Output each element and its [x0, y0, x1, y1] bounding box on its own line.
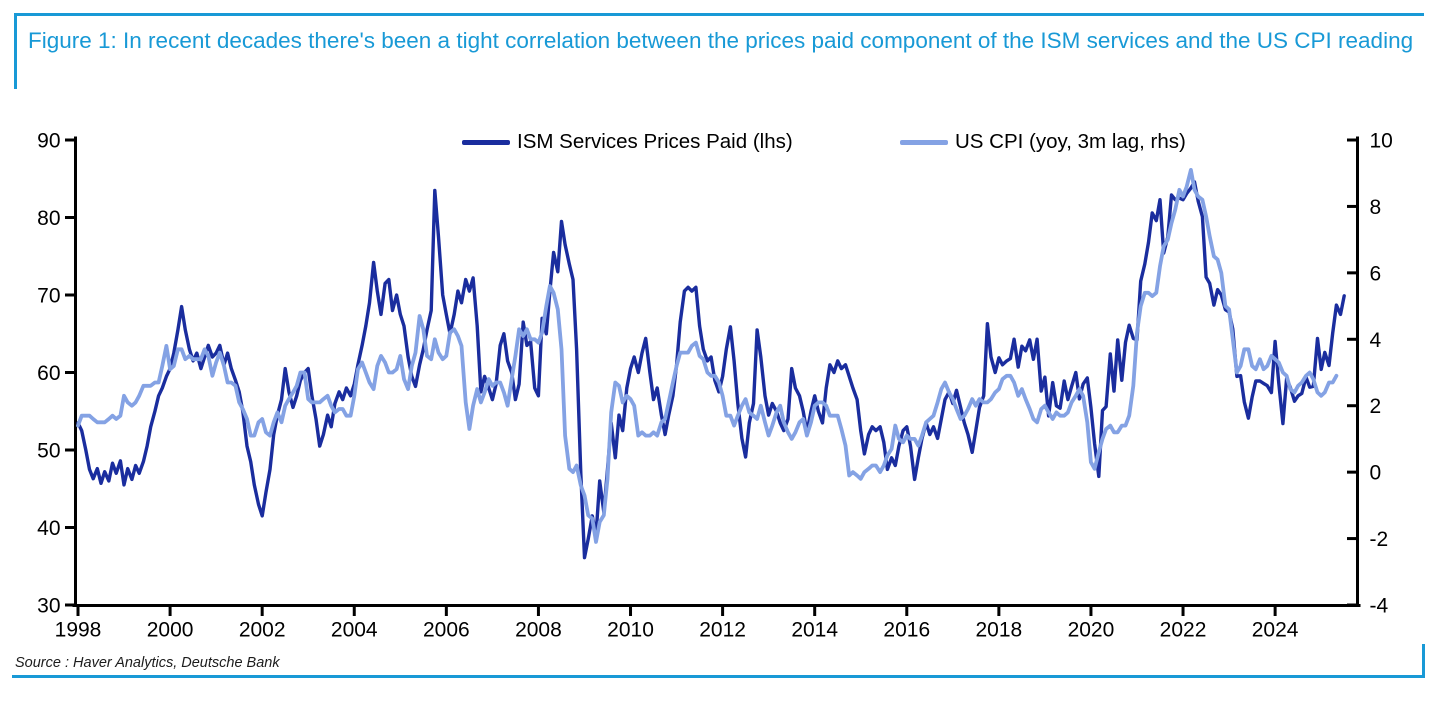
- source-note: Source : Haver Analytics, Deutsche Bank: [15, 655, 280, 671]
- bottom-right-bracket: [1422, 644, 1425, 678]
- svg-text:2024: 2024: [1252, 619, 1299, 642]
- svg-text:2002: 2002: [239, 619, 286, 642]
- svg-text:6: 6: [1370, 262, 1382, 285]
- svg-text:2008: 2008: [515, 619, 562, 642]
- svg-text:-2: -2: [1370, 528, 1389, 551]
- svg-text:2010: 2010: [607, 619, 654, 642]
- svg-text:1998: 1998: [55, 619, 102, 642]
- svg-text:2018: 2018: [976, 619, 1023, 642]
- left-rule: [14, 13, 17, 89]
- top-rule: [14, 13, 1424, 16]
- svg-text:2016: 2016: [883, 619, 930, 642]
- svg-text:90: 90: [37, 130, 60, 153]
- svg-text:2020: 2020: [1068, 619, 1115, 642]
- svg-text:30: 30: [37, 595, 60, 618]
- svg-text:60: 60: [37, 362, 60, 385]
- svg-text:4: 4: [1370, 329, 1382, 352]
- svg-text:2000: 2000: [147, 619, 194, 642]
- svg-text:8: 8: [1370, 196, 1382, 219]
- figure-title: Figure 1: In recent decades there's been…: [28, 28, 1414, 53]
- svg-text:2006: 2006: [423, 619, 470, 642]
- svg-text:2014: 2014: [791, 619, 838, 642]
- svg-text:80: 80: [37, 207, 60, 230]
- svg-text:10: 10: [1370, 130, 1393, 153]
- svg-text:2004: 2004: [331, 619, 378, 642]
- bottom-rule: [12, 675, 1425, 678]
- svg-text:40: 40: [37, 517, 60, 540]
- svg-text:70: 70: [37, 285, 60, 308]
- svg-text:0: 0: [1370, 462, 1382, 485]
- svg-text:2022: 2022: [1160, 619, 1207, 642]
- svg-text:-4: -4: [1370, 595, 1389, 618]
- svg-text:2: 2: [1370, 395, 1382, 418]
- svg-text:50: 50: [37, 440, 60, 463]
- svg-text:2012: 2012: [699, 619, 746, 642]
